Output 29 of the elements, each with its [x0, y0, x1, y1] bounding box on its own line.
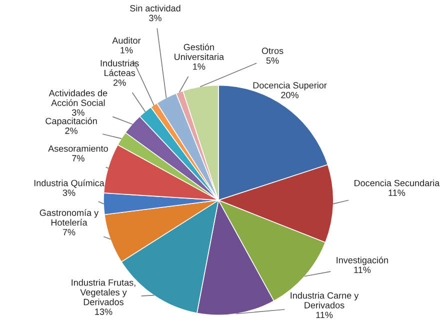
data-label: 13% [95, 308, 112, 315]
slice-label: Gestión Universitaria [174, 44, 224, 60]
data-label: 2% [65, 128, 78, 134]
slice-label: Docencia Secundaria [354, 180, 440, 186]
data-label: 11% [354, 266, 371, 274]
data-label: 3% [62, 190, 76, 196]
data-label: 1% [193, 63, 206, 70]
data-label: 3% [149, 14, 162, 22]
data-label: 20% [281, 92, 298, 98]
slice-label: Capacitación [46, 117, 97, 126]
slice-label: Industria Carne y Derivados [290, 292, 359, 308]
data-label: 11% [388, 190, 406, 196]
slice-label: Industria Frutas, Vegetales y Derivados [72, 279, 136, 306]
data-label: 2% [114, 79, 126, 86]
data-label: 3% [72, 109, 84, 116]
data-label: 7% [62, 229, 76, 236]
slice-label: Docencia Superior [253, 82, 327, 90]
data-label: 7% [72, 155, 84, 162]
slice-label: Investigación [336, 256, 388, 266]
data-label: 1% [120, 47, 133, 54]
slice-label: Auditor [112, 37, 141, 44]
slice-label: Gastronomía y Hotelería [40, 209, 99, 226]
slice-label: Actividades de Acción Social [48, 90, 108, 106]
data-label: 5% [266, 57, 279, 64]
slice-label: Sin actividad [130, 4, 180, 12]
slice-label: Industria Química [34, 180, 104, 188]
data-label: 11% [316, 312, 333, 318]
slice-label: Asesoramiento [48, 145, 108, 152]
slice-label: Otros [262, 48, 284, 54]
